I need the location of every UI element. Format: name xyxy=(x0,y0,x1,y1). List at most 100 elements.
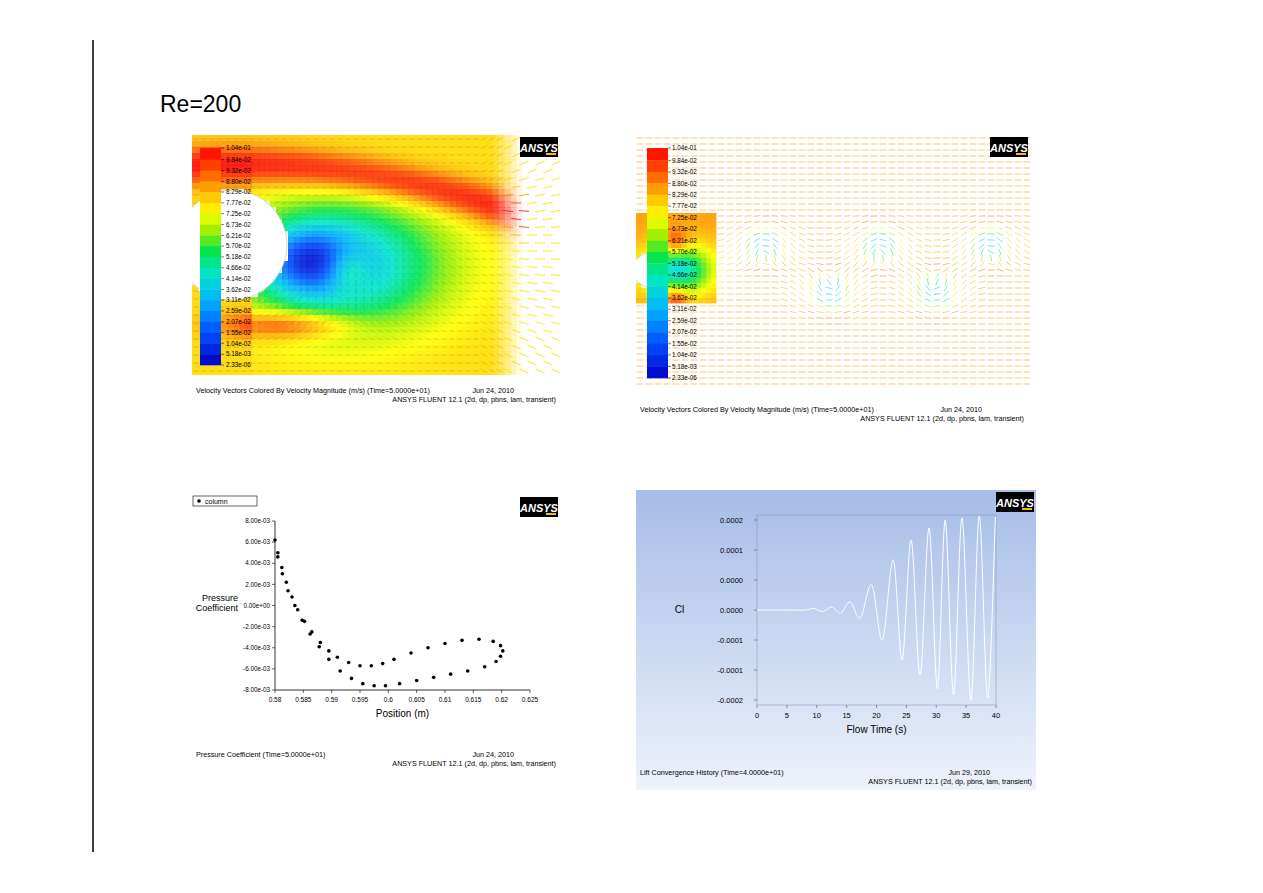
field-cell xyxy=(384,273,390,279)
field-cell xyxy=(258,135,264,141)
field-cell xyxy=(288,225,294,231)
field-cell xyxy=(318,189,324,195)
field-cell xyxy=(294,255,300,261)
field-cell xyxy=(516,201,522,207)
field-cell xyxy=(354,165,360,171)
field-cell xyxy=(354,243,360,249)
field-cell xyxy=(444,291,450,297)
field-cell xyxy=(282,189,288,195)
field-cell xyxy=(504,225,510,231)
field-cell xyxy=(480,261,486,267)
field-cell xyxy=(288,321,294,327)
field-cell xyxy=(492,273,498,279)
field-cell xyxy=(420,279,426,285)
field-cell xyxy=(402,219,408,225)
field-cell xyxy=(414,339,420,345)
field-cell xyxy=(480,141,486,147)
field-cell xyxy=(192,183,198,189)
field-cell xyxy=(492,207,498,213)
field-cell xyxy=(198,135,204,141)
field-cell xyxy=(300,171,306,177)
field-cell xyxy=(336,231,342,237)
field-cell xyxy=(264,147,270,153)
field-cell xyxy=(348,231,354,237)
field-cell xyxy=(330,147,336,153)
field-cell xyxy=(252,297,258,303)
field-cell xyxy=(330,165,336,171)
field-cell xyxy=(390,321,396,327)
field-cell xyxy=(408,225,414,231)
field-cell xyxy=(426,339,432,345)
field-cell xyxy=(258,303,264,309)
field-cell xyxy=(342,363,348,369)
field-cell xyxy=(204,135,210,141)
field-cell xyxy=(300,327,306,333)
field-cell xyxy=(210,369,216,375)
field-cell xyxy=(420,351,426,357)
field-cell xyxy=(474,303,480,309)
field-cell xyxy=(192,291,198,297)
field-cell xyxy=(366,135,372,141)
field-cell xyxy=(360,303,366,309)
field-cell xyxy=(228,135,234,141)
field-cell xyxy=(462,315,468,321)
field-cell xyxy=(474,141,480,147)
field-cell xyxy=(432,255,438,261)
field-cell xyxy=(444,279,450,285)
field-cell xyxy=(378,321,384,327)
field-cell xyxy=(510,237,516,243)
field-cell xyxy=(480,291,486,297)
field-cell xyxy=(324,153,330,159)
field-cell xyxy=(408,291,414,297)
field-cell xyxy=(384,207,390,213)
field-cell xyxy=(390,201,396,207)
field-cell xyxy=(450,291,456,297)
field-cell xyxy=(420,141,426,147)
field-cell xyxy=(378,333,384,339)
field-cell xyxy=(336,333,342,339)
field-cell xyxy=(420,249,426,255)
field-cell xyxy=(474,171,480,177)
field-cell xyxy=(408,159,414,165)
field-cell xyxy=(450,297,456,303)
field-cell xyxy=(402,189,408,195)
field-cell xyxy=(426,219,432,225)
field-cell xyxy=(462,225,468,231)
field-cell xyxy=(462,333,468,339)
field-cell xyxy=(252,177,258,183)
field-cell xyxy=(450,345,456,351)
field-cell xyxy=(480,279,486,285)
field-cell xyxy=(390,135,396,141)
field-cell xyxy=(498,357,504,363)
field-cell xyxy=(360,351,366,357)
field-cell xyxy=(480,339,486,345)
field-cell xyxy=(354,297,360,303)
field-cell xyxy=(294,141,300,147)
field-cell xyxy=(486,213,492,219)
field-cell xyxy=(426,201,432,207)
field-cell xyxy=(324,303,330,309)
field-cell xyxy=(504,357,510,363)
field-cell xyxy=(426,363,432,369)
field-cell xyxy=(498,249,504,255)
field-cell xyxy=(318,369,324,375)
field-cell xyxy=(372,321,378,327)
field-cell xyxy=(342,309,348,315)
field-cell xyxy=(480,219,486,225)
field-cell xyxy=(270,345,276,351)
field-cell xyxy=(354,273,360,279)
field-cell xyxy=(414,297,420,303)
field-cell xyxy=(306,273,312,279)
field-cell xyxy=(438,315,444,321)
field-cell xyxy=(492,243,498,249)
field-cell xyxy=(336,195,342,201)
field-cell xyxy=(306,303,312,309)
field-cell xyxy=(348,291,354,297)
field-cell xyxy=(318,261,324,267)
field-cell xyxy=(408,363,414,369)
field-cell xyxy=(384,165,390,171)
field-cell xyxy=(486,135,492,141)
field-cell xyxy=(450,327,456,333)
field-cell xyxy=(444,243,450,249)
field-cell xyxy=(426,159,432,165)
